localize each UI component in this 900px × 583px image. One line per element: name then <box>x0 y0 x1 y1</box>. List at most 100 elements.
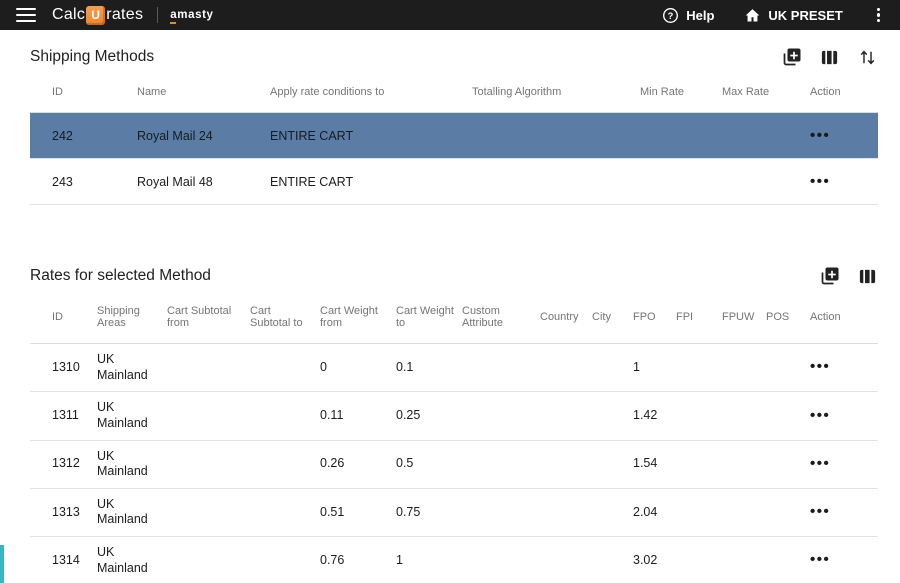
col-country: Country <box>540 291 592 344</box>
rate-fpo: 1 <box>633 344 676 392</box>
row-actions-button[interactable]: ••• <box>810 503 830 520</box>
rate-row-1310[interactable]: 1310 UK Mainland 0 0.1 1 ••• <box>30 344 878 392</box>
rate-fpuw <box>722 344 766 392</box>
brand-logo: CalcUrates <box>52 6 143 25</box>
logo-text-calc: Calc <box>52 6 85 24</box>
rates-table: ID Shipping Areas Cart Subtotal from Car… <box>30 291 878 583</box>
rate-cw-from: 0.51 <box>320 488 396 536</box>
rate-row-1312[interactable]: 1312 UK Mainland 0.26 0.5 1.54 ••• <box>30 440 878 488</box>
rate-custom <box>462 440 540 488</box>
method-apply-to: ENTIRE CART <box>270 159 472 205</box>
col-custom-attribute: Custom Attribute <box>462 291 540 344</box>
rate-cs-from <box>167 488 250 536</box>
add-rate-button[interactable] <box>818 265 840 287</box>
rate-id: 1312 <box>30 440 97 488</box>
rate-country <box>540 392 592 440</box>
rate-fpo: 2.04 <box>633 488 676 536</box>
hamburger-menu-icon[interactable] <box>16 8 36 22</box>
col-action: Action <box>810 291 878 344</box>
help-icon: ? <box>662 7 679 24</box>
amasty-logo: amasty <box>170 9 213 21</box>
rate-row-1314[interactable]: 1314 UK Mainland 0.76 1 3.02 ••• <box>30 537 878 583</box>
rate-cw-from: 0.26 <box>320 440 396 488</box>
row-actions-button[interactable]: ••• <box>810 173 830 190</box>
rate-country <box>540 440 592 488</box>
method-min-rate <box>640 113 722 159</box>
shipping-methods-title: Shipping Methods <box>30 48 154 66</box>
rate-fpi <box>676 537 722 583</box>
col-apply-rate: Apply rate conditions to <box>270 72 472 113</box>
rates-header-row: ID Shipping Areas Cart Subtotal from Car… <box>30 291 878 344</box>
col-cart-subtotal-to: Cart Subtotal to <box>250 291 320 344</box>
col-cart-subtotal-from: Cart Subtotal from <box>167 291 250 344</box>
rate-city <box>592 392 633 440</box>
help-button[interactable]: ? Help <box>662 7 714 24</box>
rate-city <box>592 537 633 583</box>
col-fpuw: FPUW <box>722 291 766 344</box>
method-name: Royal Mail 24 <box>137 113 270 159</box>
preset-button[interactable]: UK PRESET <box>744 7 842 24</box>
rate-id: 1311 <box>30 392 97 440</box>
row-actions-button[interactable]: ••• <box>810 127 830 144</box>
row-actions-button[interactable]: ••• <box>810 551 830 568</box>
method-max-rate <box>722 113 810 159</box>
rate-fpo: 3.02 <box>633 537 676 583</box>
rate-custom <box>462 537 540 583</box>
rate-cs-to <box>250 440 320 488</box>
logo-text-rates: rates <box>106 6 143 24</box>
rates-title: Rates for selected Method <box>30 267 211 285</box>
preset-label: UK PRESET <box>768 8 842 23</box>
row-actions-button[interactable]: ••• <box>810 358 830 375</box>
col-action: Action <box>810 72 878 113</box>
method-row-243[interactable]: 243 Royal Mail 48 ENTIRE CART ••• <box>30 159 878 205</box>
rate-cw-to: 0.1 <box>396 344 462 392</box>
rate-cs-to <box>250 392 320 440</box>
rate-cs-from <box>167 392 250 440</box>
col-city: City <box>592 291 633 344</box>
col-shipping-areas: Shipping Areas <box>97 291 167 344</box>
col-cart-weight-from: Cart Weight from <box>320 291 396 344</box>
rate-fpi <box>676 488 722 536</box>
method-id: 242 <box>30 113 137 159</box>
columns-settings-button[interactable] <box>856 265 878 287</box>
rate-cw-from: 0 <box>320 344 396 392</box>
calcurates-app: CalcUrates amasty ? Help UK PRESET <box>0 0 900 583</box>
rate-cw-to: 0.25 <box>396 392 462 440</box>
columns-icon <box>858 267 877 286</box>
rate-cs-from <box>167 537 250 583</box>
rate-row-1311[interactable]: 1311 UK Mainland 0.11 0.25 1.42 ••• <box>30 392 878 440</box>
add-method-button[interactable] <box>780 46 802 68</box>
shipping-methods-header: Shipping Methods <box>30 42 878 72</box>
row-actions-button[interactable]: ••• <box>810 407 830 424</box>
method-id: 243 <box>30 159 137 205</box>
method-totalling <box>472 159 640 205</box>
shipping-methods-header-row: ID Name Apply rate conditions to Totalli… <box>30 72 878 113</box>
row-actions-button[interactable]: ••• <box>810 455 830 472</box>
rate-areas: UK Mainland <box>97 488 167 536</box>
rate-fpo: 1.54 <box>633 440 676 488</box>
method-name: Royal Mail 48 <box>137 159 270 205</box>
rate-cw-from: 0.76 <box>320 537 396 583</box>
sort-order-button[interactable] <box>856 46 878 68</box>
rate-pos <box>766 344 810 392</box>
rate-cs-from <box>167 344 250 392</box>
rate-fpuw <box>722 488 766 536</box>
rate-country <box>540 537 592 583</box>
method-max-rate <box>722 159 810 205</box>
bottom-left-accent <box>0 545 4 583</box>
kebab-menu-icon[interactable] <box>873 6 884 25</box>
topbar-divider <box>157 7 158 23</box>
columns-settings-button[interactable] <box>818 46 840 68</box>
svg-text:?: ? <box>668 10 674 20</box>
top-bar: CalcUrates amasty ? Help UK PRESET <box>0 0 900 30</box>
rate-cw-to: 0.75 <box>396 488 462 536</box>
rate-city <box>592 440 633 488</box>
rate-row-1313[interactable]: 1313 UK Mainland 0.51 0.75 2.04 ••• <box>30 488 878 536</box>
rate-cw-to: 0.5 <box>396 440 462 488</box>
rate-cs-from <box>167 440 250 488</box>
rate-pos <box>766 488 810 536</box>
method-row-242[interactable]: 242 Royal Mail 24 ENTIRE CART ••• <box>30 113 878 159</box>
rate-cs-to <box>250 537 320 583</box>
rate-areas: UK Mainland <box>97 344 167 392</box>
method-min-rate <box>640 159 722 205</box>
